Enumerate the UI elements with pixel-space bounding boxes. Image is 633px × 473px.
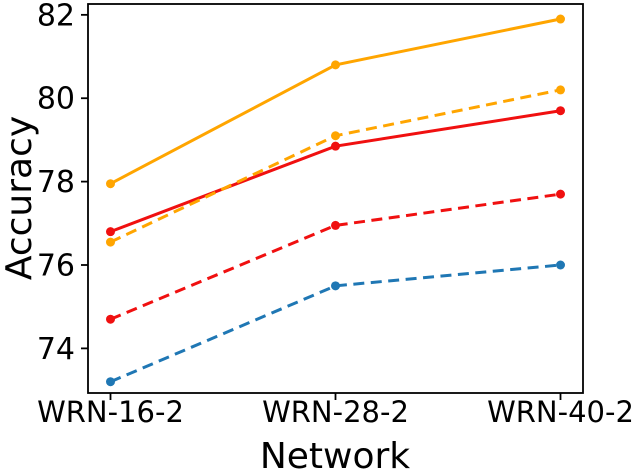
series-marker-blue-dashed (556, 260, 565, 270)
y-tick-label: 78 (37, 165, 75, 200)
y-tick-label: 76 (37, 249, 75, 284)
x-tick-label: WRN-28-2 (262, 395, 409, 429)
x-tick-label: WRN-16-2 (37, 395, 184, 429)
x-axis-label: Network (260, 436, 410, 473)
series-line-blue-dashed (109, 263, 561, 384)
series-marker-orange-dashed (556, 85, 565, 95)
series-marker-blue-dashed (106, 377, 115, 387)
y-tick-label: 74 (37, 332, 75, 367)
series-line-red-dashed (109, 192, 561, 321)
series-marker-blue-dashed (331, 281, 340, 291)
series-marker-red-dashed (331, 220, 340, 230)
series-marker-red-solid (331, 141, 340, 151)
series-marker-red-dashed (106, 314, 115, 324)
y-axis-label: Accuracy (0, 116, 40, 280)
series-line-orange-solid (109, 17, 561, 186)
series-line-orange-dashed (109, 88, 561, 244)
series-marker-orange-dashed (106, 237, 115, 247)
series-marker-orange-dashed (331, 131, 340, 141)
y-tick-label: 80 (37, 82, 75, 117)
series-marker-red-solid (106, 227, 115, 237)
series-marker-orange-solid (106, 179, 115, 189)
series-marker-orange-solid (556, 14, 565, 24)
series-marker-red-solid (556, 106, 565, 116)
x-tick-label: WRN-40-2 (487, 395, 633, 429)
y-tick-label: 82 (37, 0, 75, 33)
series-marker-red-dashed (556, 189, 565, 199)
series-marker-orange-solid (331, 60, 340, 70)
series-line-red-solid (109, 109, 561, 234)
